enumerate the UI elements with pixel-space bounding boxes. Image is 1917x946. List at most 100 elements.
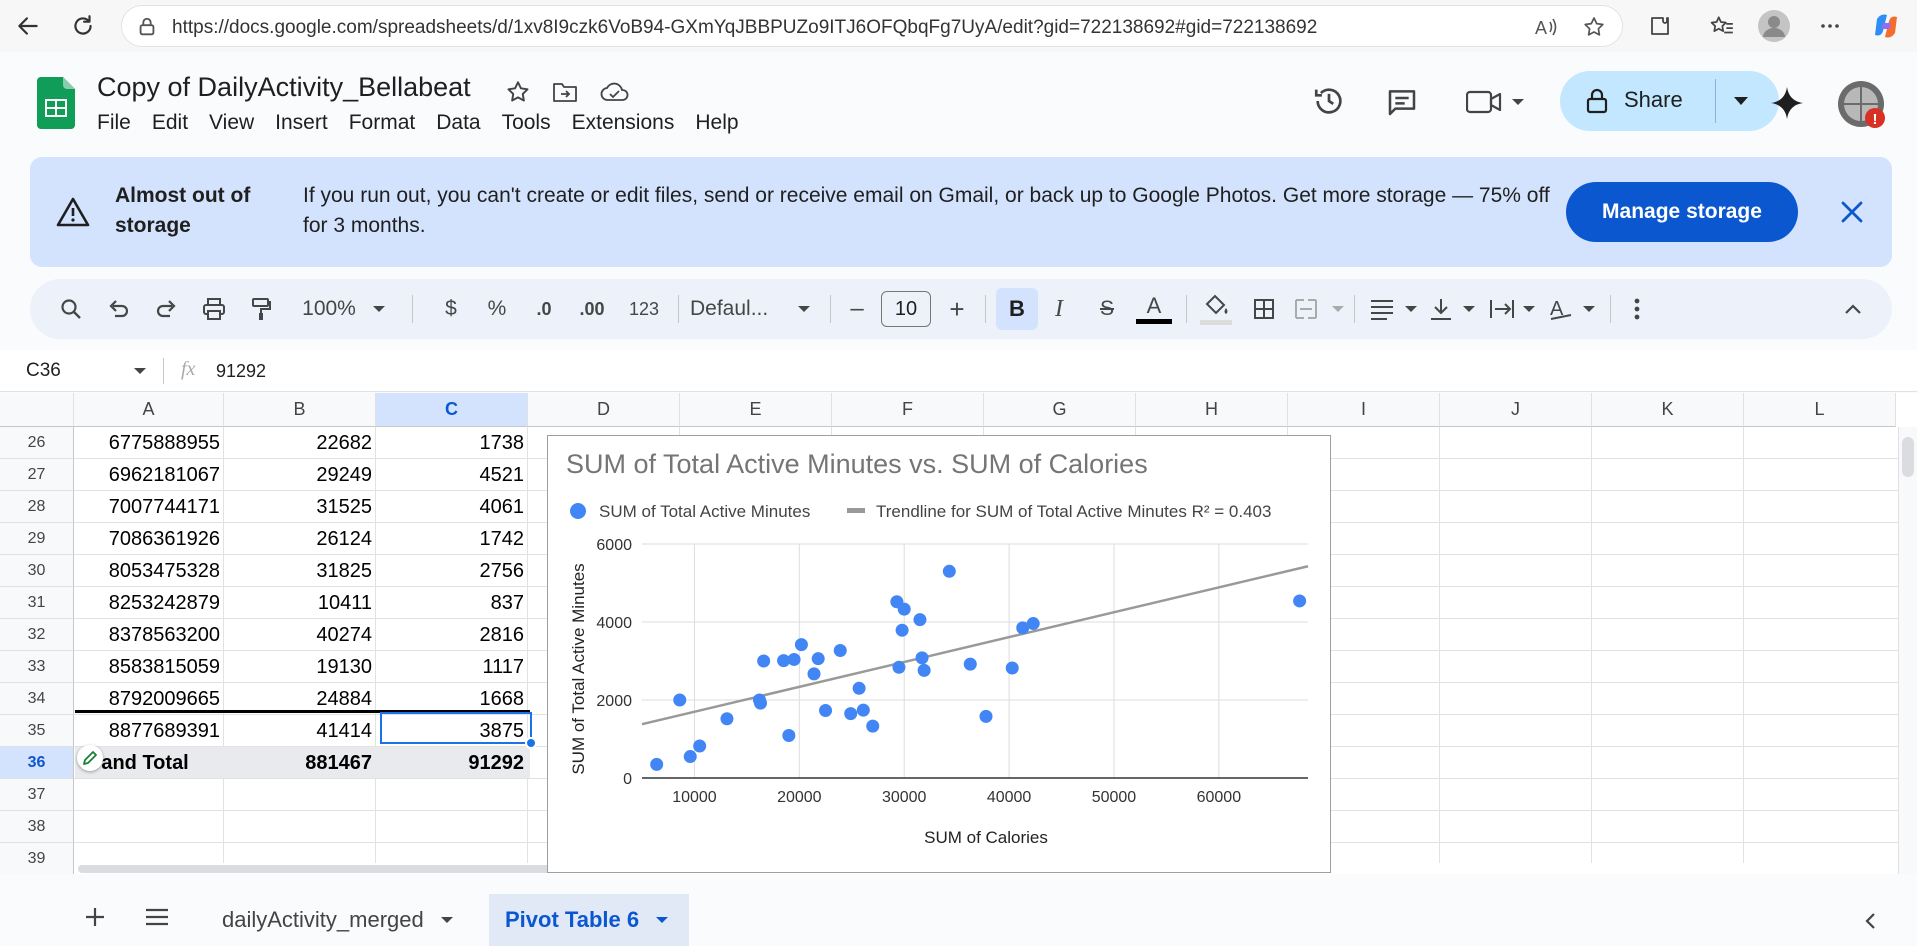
cell-b34[interactable]: 24884 (316, 688, 372, 710)
print-icon[interactable] (197, 279, 231, 339)
move-folder-icon[interactable] (552, 81, 578, 103)
menu-tools[interactable]: Tools (501, 111, 551, 134)
site-info-icon[interactable] (136, 16, 158, 38)
row-header[interactable]: 36 (0, 747, 74, 779)
meet-video-icon[interactable] (1466, 88, 1528, 116)
increase-decimal-button[interactable]: .00 (579, 298, 605, 319)
cell-a38[interactable] (78, 811, 220, 843)
data-point[interactable] (1016, 621, 1030, 635)
cell-c32[interactable]: 2816 (479, 624, 525, 646)
formula-input[interactable]: 91292 (216, 361, 267, 381)
cell-b28[interactable]: 31525 (316, 496, 372, 518)
document-title[interactable]: Copy of DailyActivity_Bellabeat (97, 72, 471, 102)
data-point[interactable] (892, 660, 906, 674)
currency-format-button[interactable]: $ (445, 297, 457, 320)
decrease-decimal-button[interactable]: .0 (536, 298, 552, 319)
text-color-button[interactable]: A (1134, 279, 1174, 339)
reload-icon[interactable] (67, 10, 99, 42)
data-point[interactable] (1026, 617, 1040, 631)
data-point[interactable] (833, 643, 847, 657)
sheets-logo-icon[interactable] (37, 77, 75, 129)
version-history-icon[interactable] (1312, 84, 1346, 118)
selected-cell-outline[interactable] (380, 712, 532, 744)
cell-b30[interactable]: 31825 (316, 560, 372, 582)
column-header-b[interactable]: B (224, 393, 376, 427)
cell-b38[interactable] (228, 811, 372, 843)
strikethrough-button[interactable]: S (1099, 297, 1114, 320)
data-point[interactable] (917, 663, 931, 677)
data-point[interactable] (1005, 661, 1019, 675)
cell-c27[interactable]: 4521 (479, 464, 525, 486)
read-aloud-icon[interactable]: A (1534, 15, 1560, 39)
vertical-align-icon[interactable] (1426, 279, 1484, 339)
cell-a36[interactable]: Grand Total (78, 752, 189, 774)
decrease-font-size-button[interactable]: – (850, 295, 864, 322)
cell-c38[interactable] (380, 811, 524, 843)
data-point[interactable] (915, 651, 929, 665)
comments-icon[interactable] (1386, 86, 1418, 118)
cell-a29[interactable]: 7086361926 (108, 528, 220, 550)
data-point[interactable] (866, 719, 880, 733)
data-point[interactable] (757, 654, 771, 668)
search-icon[interactable] (54, 279, 88, 339)
cell-b35[interactable]: 41414 (316, 720, 372, 742)
data-point[interactable] (650, 757, 664, 771)
row-header[interactable]: 38 (0, 811, 74, 843)
undo-icon[interactable] (102, 279, 136, 339)
data-point[interactable] (897, 602, 911, 616)
column-header-g[interactable]: G (984, 393, 1136, 427)
cell-b32[interactable]: 40274 (316, 624, 372, 646)
cell-b37[interactable] (228, 779, 372, 811)
row-header[interactable]: 33 (0, 651, 74, 683)
menu-edit[interactable]: Edit (151, 111, 189, 134)
data-point[interactable] (963, 657, 977, 671)
horizontal-scroll-thumb[interactable] (78, 865, 893, 873)
address-bar[interactable]: https://docs.google.com/spreadsheets/d/1… (121, 5, 1623, 47)
cell-c29[interactable]: 1742 (479, 528, 525, 550)
select-all-corner[interactable] (0, 393, 74, 427)
zoom-select[interactable]: 100% (302, 297, 356, 320)
cell-b29[interactable]: 26124 (316, 528, 372, 550)
sheet-tab-chevron-icon[interactable] (655, 916, 669, 924)
data-point[interactable] (856, 703, 870, 717)
add-sheet-icon[interactable] (84, 906, 106, 928)
cell-c36[interactable]: 91292 (468, 752, 524, 774)
cell-b27[interactable]: 29249 (316, 464, 372, 486)
data-point[interactable] (844, 707, 858, 721)
gemini-sparkle-icon[interactable] (1769, 85, 1805, 121)
column-header-a[interactable]: A (74, 393, 224, 427)
cell-a37[interactable] (78, 779, 220, 811)
side-panel-toggle-icon[interactable] (1864, 912, 1876, 930)
data-point[interactable] (811, 652, 825, 666)
data-point[interactable] (673, 693, 687, 707)
favorite-star-icon[interactable] (1582, 15, 1606, 39)
font-chevron-icon[interactable] (792, 279, 816, 339)
collapse-toolbar-icon[interactable] (1836, 279, 1870, 339)
row-header[interactable]: 39 (0, 843, 74, 874)
column-header-e[interactable]: E (680, 393, 832, 427)
row-header[interactable]: 30 (0, 555, 74, 587)
cell-c33[interactable]: 1117 (482, 656, 524, 678)
menu-format[interactable]: Format (348, 111, 416, 134)
row-header[interactable]: 37 (0, 779, 74, 811)
row-header[interactable]: 32 (0, 619, 74, 651)
cell-c28[interactable]: 4061 (479, 496, 525, 518)
back-arrow-icon[interactable] (12, 10, 44, 42)
font-size-input[interactable]: 10 (881, 291, 931, 327)
copilot-icon[interactable] (1870, 10, 1902, 42)
name-box-chevron-icon[interactable] (133, 367, 147, 375)
data-point[interactable] (720, 712, 734, 726)
cell-b31[interactable]: 10411 (317, 592, 372, 614)
favorites-icon[interactable] (1706, 10, 1738, 42)
scatter-chart[interactable]: SUM of Total Active Minutes vs. SUM of C… (547, 435, 1331, 873)
menu-view[interactable]: View (209, 111, 255, 134)
horizontal-align-icon[interactable] (1366, 279, 1424, 339)
fill-color-icon[interactable] (1196, 279, 1236, 339)
column-header-l[interactable]: L (1744, 393, 1896, 427)
share-button[interactable]: Share (1560, 71, 1779, 131)
column-header-h[interactable]: H (1136, 393, 1288, 427)
data-point[interactable] (782, 728, 796, 742)
name-box[interactable]: C36 (26, 360, 61, 381)
cell-c37[interactable] (380, 779, 524, 811)
cell-a35[interactable]: 8877689391 (108, 720, 220, 742)
